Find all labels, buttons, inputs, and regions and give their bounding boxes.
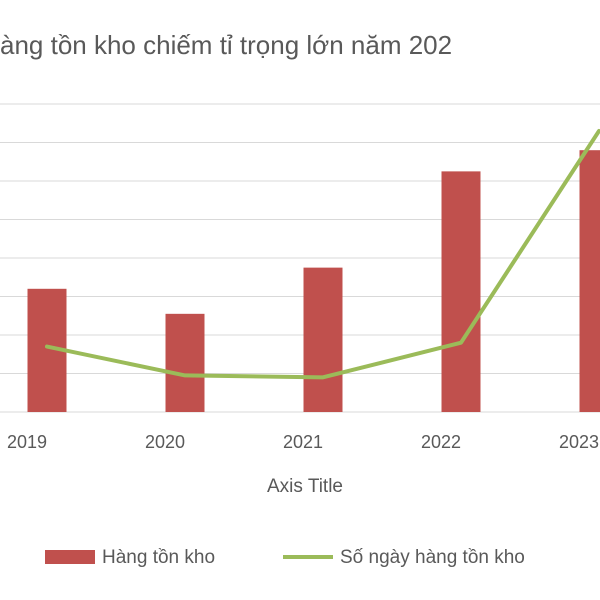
bar xyxy=(441,171,481,412)
chart-title: àng tồn kho chiếm tỉ trọng lớn năm 202 xyxy=(0,30,452,60)
x-tick-label: 2022 xyxy=(421,432,461,452)
bar xyxy=(303,267,343,412)
legend-label: Số ngày hàng tồn kho xyxy=(340,547,525,568)
line xyxy=(45,128,600,380)
legend-label: Hàng tồn kho xyxy=(102,547,215,568)
x-tick-label: 2021 xyxy=(283,432,323,452)
x-tick-label: 2020 xyxy=(145,432,185,452)
bar xyxy=(579,150,600,412)
x-tick-label: 2019 xyxy=(7,432,47,452)
legend-swatch xyxy=(45,550,95,564)
bar xyxy=(165,313,205,412)
x-tick-label: 2023 xyxy=(559,432,599,452)
x-axis-title: Axis Title xyxy=(267,476,343,497)
